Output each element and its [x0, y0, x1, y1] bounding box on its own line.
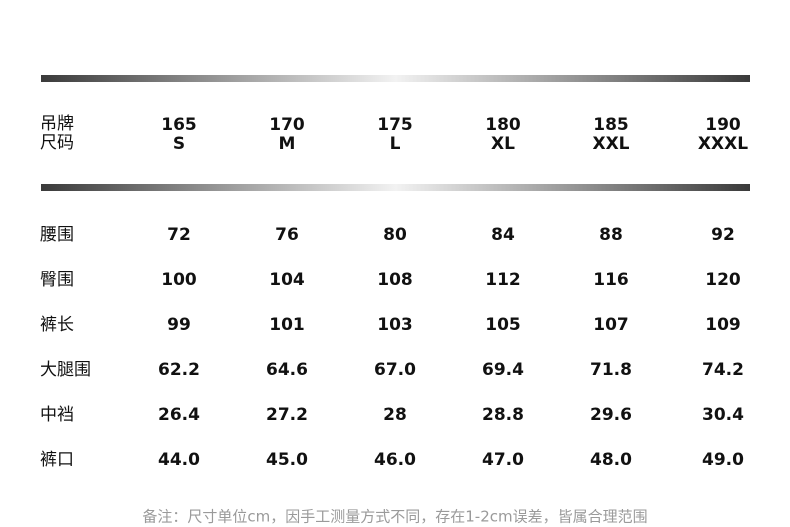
column-height: 175 — [377, 115, 413, 135]
header-label: 吊牌 — [40, 114, 74, 134]
column-size: XXXL — [698, 134, 748, 154]
row-label: 裤长 — [40, 315, 74, 335]
cell: 64.6 — [266, 360, 308, 380]
cell: 27.2 — [266, 405, 308, 425]
cell: 74.2 — [702, 360, 744, 380]
column-height: 170 — [269, 115, 305, 135]
cell: 44.0 — [158, 450, 200, 470]
divider — [41, 184, 750, 191]
cell: 84 — [491, 225, 515, 245]
row-label: 腰围 — [40, 225, 74, 245]
column-size: XXL — [592, 134, 629, 154]
header-label: 尺码 — [40, 133, 74, 153]
cell: 92 — [711, 225, 735, 245]
cell: 29.6 — [590, 405, 632, 425]
cell: 88 — [599, 225, 623, 245]
cell: 105 — [485, 315, 521, 335]
cell: 112 — [485, 270, 521, 290]
cell: 109 — [705, 315, 741, 335]
footer-note: 备注：尺寸单位cm，因手工测量方式不同，存在1-2cm误差，皆属合理范围 — [142, 508, 647, 526]
cell: 116 — [593, 270, 629, 290]
cell: 67.0 — [374, 360, 416, 380]
cell: 28 — [383, 405, 407, 425]
divider — [41, 75, 750, 82]
cell: 71.8 — [590, 360, 632, 380]
row-label: 臀围 — [40, 270, 74, 290]
cell: 104 — [269, 270, 305, 290]
column-height: 190 — [705, 115, 741, 135]
cell: 108 — [377, 270, 413, 290]
column-height: 180 — [485, 115, 521, 135]
cell: 28.8 — [482, 405, 524, 425]
row-label: 裤口 — [40, 450, 74, 470]
cell: 101 — [269, 315, 305, 335]
column-size: M — [279, 134, 296, 154]
column-height: 165 — [161, 115, 197, 135]
column-size: XL — [491, 134, 515, 154]
column-size: S — [173, 134, 185, 154]
cell: 62.2 — [158, 360, 200, 380]
cell: 72 — [167, 225, 191, 245]
cell: 26.4 — [158, 405, 200, 425]
cell: 100 — [161, 270, 197, 290]
cell: 76 — [275, 225, 299, 245]
cell: 46.0 — [374, 450, 416, 470]
cell: 45.0 — [266, 450, 308, 470]
cell: 107 — [593, 315, 629, 335]
cell: 30.4 — [702, 405, 744, 425]
cell: 103 — [377, 315, 413, 335]
cell: 49.0 — [702, 450, 744, 470]
cell: 99 — [167, 315, 191, 335]
cell: 47.0 — [482, 450, 524, 470]
cell: 80 — [383, 225, 407, 245]
cell: 69.4 — [482, 360, 524, 380]
cell: 120 — [705, 270, 741, 290]
cell: 48.0 — [590, 450, 632, 470]
column-height: 185 — [593, 115, 629, 135]
column-size: L — [390, 134, 401, 154]
row-label: 中裆 — [40, 405, 74, 425]
row-label: 大腿围 — [40, 360, 91, 380]
